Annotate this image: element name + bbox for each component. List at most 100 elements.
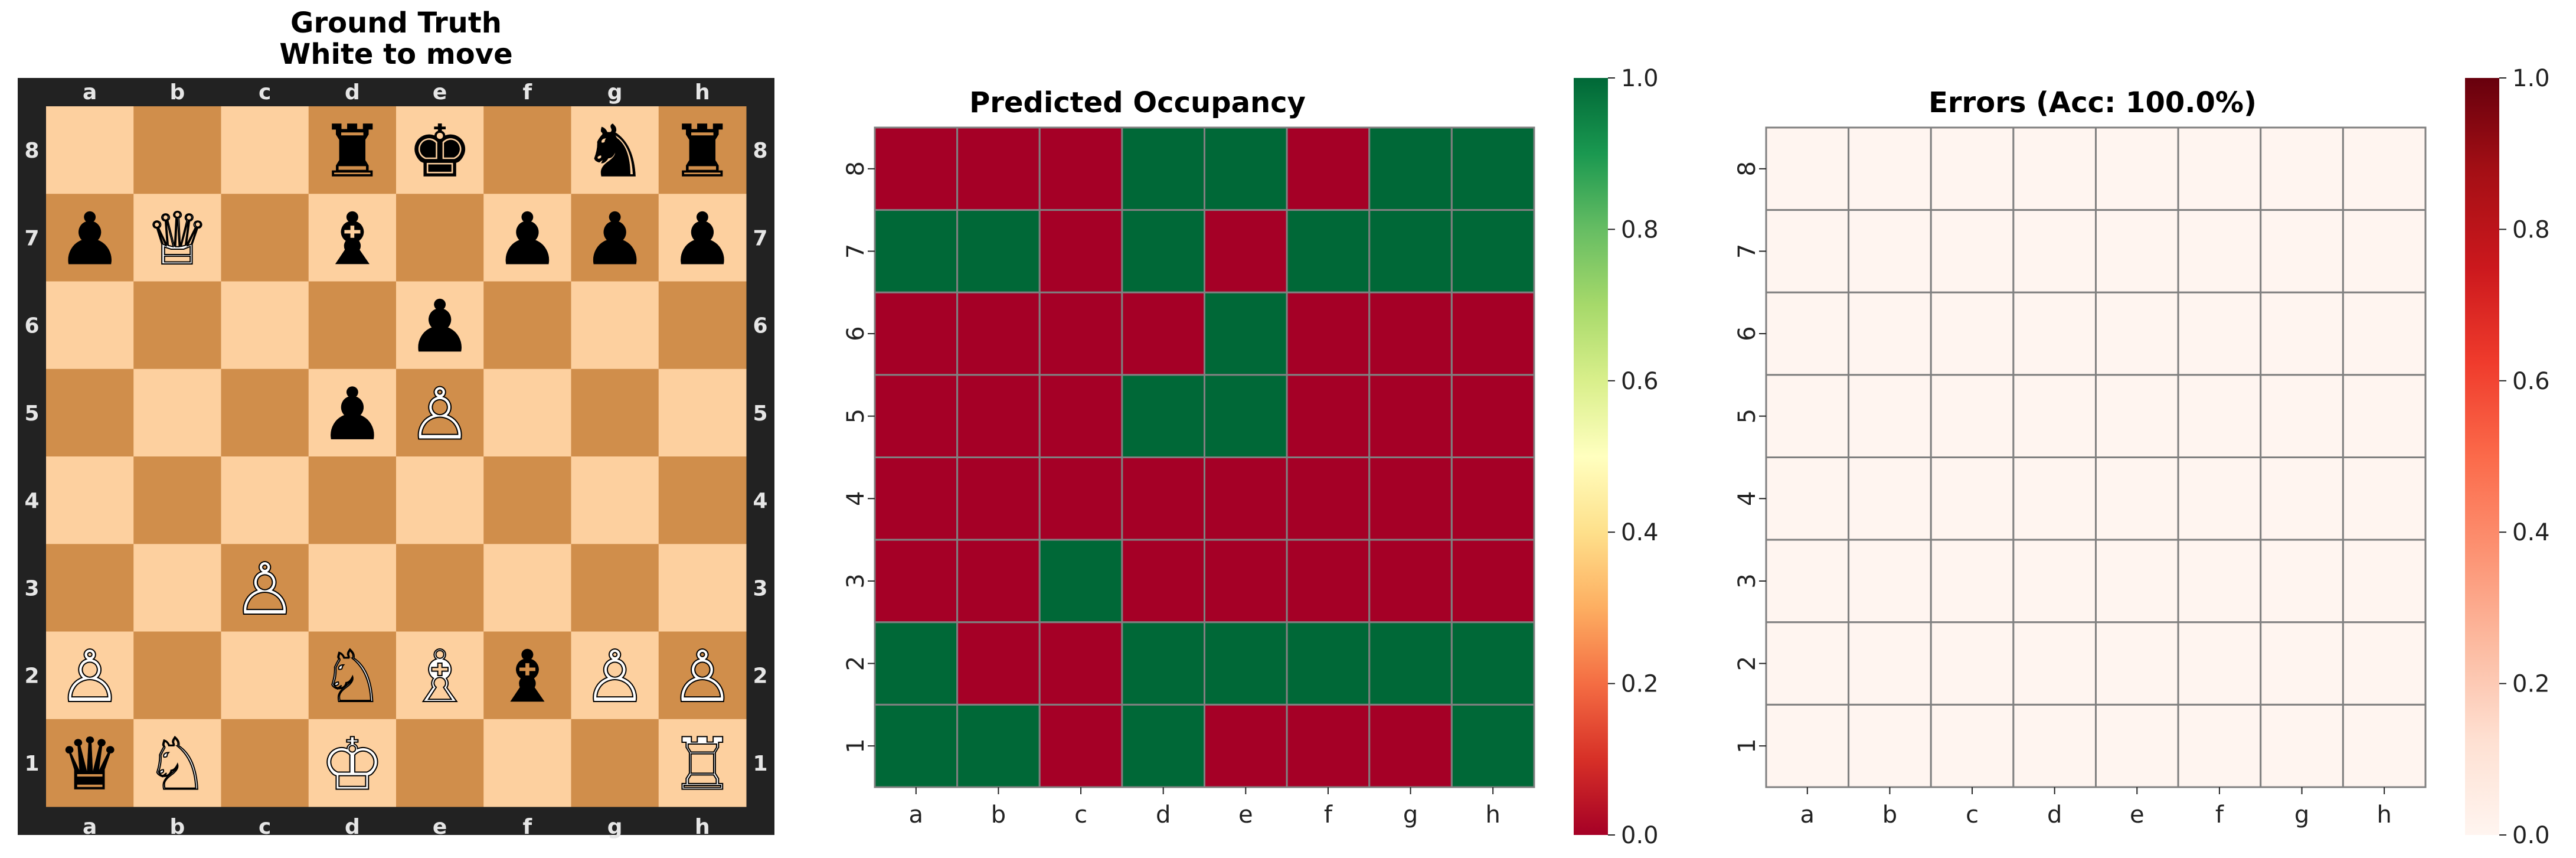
board-square-c6 [221,281,309,370]
board-square-h4 [658,456,747,544]
errors-cell-e2 [2095,621,2179,706]
black-rook-d8: ♜ [320,110,384,194]
errors-cell-c3 [1930,539,2015,624]
board-square-c8 [221,106,309,194]
board-square-b5 [133,368,221,457]
predicted-occupancy-ticks: a b c d e f g h 8 7 6 5 4 3 2 1 [842,161,1501,828]
predicted-ytick-4: 4 [842,491,869,506]
board-rank-label-left-7: 7 [24,226,39,250]
errors-colorbar-tick-5: 1.0 [2512,65,2550,92]
black-bishop-f2: ♝ [495,635,560,719]
errors-ytick-4: 4 [1734,491,1761,506]
board-square-e3 [396,544,484,632]
predicted-cell-e3 [1204,539,1288,624]
board-square-b7 [133,194,221,282]
errors-cell-b4 [1848,456,1932,541]
predicted-cell-b4 [956,456,1041,541]
board-square-g6 [571,281,659,370]
errors-cell-g1 [2260,703,2344,788]
predicted-cell-h4 [1450,456,1535,541]
board-rank-label-right-3: 3 [753,576,767,601]
predicted-cell-h8 [1450,126,1535,211]
errors-cell-c4 [1930,456,2015,541]
board-square-f3 [483,544,571,632]
errors-ytick-3: 3 [1734,573,1761,588]
board-rank-label-left-1: 1 [24,752,39,776]
predicted-cell-g5 [1368,374,1453,458]
board-square-a7 [46,194,134,282]
errors-xtick-h: h [2377,801,2392,828]
predicted-cell-g2 [1368,621,1453,706]
errors-cell-b6 [1848,291,1932,376]
errors-cell-d8 [2012,126,2097,211]
board-square-e2 [396,631,484,720]
board-file-label-top-e: e [433,80,447,105]
errors-cell-a3 [1765,539,1850,624]
board-rank-label-right-6: 6 [753,314,767,338]
predicted-colorbar-tick-3: 0.6 [1621,368,1659,395]
board-square-g5 [571,368,659,457]
errors-title: Errors (Acc: 100.0%) [1928,86,2257,119]
board-square-a5 [46,368,134,457]
board-file-label-top-a: a [83,80,97,105]
errors-cell-d3 [2012,539,2097,624]
black-pawn-g7: ♟ [583,197,647,281]
predicted-occupancy-cells [874,126,1535,788]
board-square-a3 [46,544,134,632]
predicted-xtick-e: e [1238,801,1253,828]
black-pawn-h7: ♟ [670,197,734,281]
board-square-h8 [658,106,747,194]
board-square-c3 [221,544,309,632]
board-rank-label-right-1: 1 [753,752,767,776]
board-file-label-bottom-f: f [523,815,532,839]
board-square-d2 [308,631,397,720]
errors-cell-a7 [1765,209,1850,293]
board-square-g3 [571,544,659,632]
predicted-cell-f3 [1286,539,1371,624]
board-rank-label-left-3: 3 [24,576,39,601]
errors-cell-a6 [1765,291,1850,376]
errors-cell-b7 [1848,209,1932,293]
predicted-xtick-d: d [1156,801,1171,828]
predicted-cell-f8 [1286,126,1371,211]
predicted-cell-e7 [1204,209,1288,293]
errors-cell-e5 [2095,374,2179,458]
board-file-label-bottom-a: a [83,815,97,839]
predicted-colorbar-tick-2: 0.4 [1621,519,1659,546]
predicted-colorbar-tick-4: 0.8 [1621,216,1659,243]
errors-cell-h6 [2342,291,2427,376]
errors-cell-f7 [2177,209,2262,293]
errors-cell-f6 [2177,291,2262,376]
board-file-label-bottom-d: d [345,815,360,839]
predicted-cell-d5 [1121,374,1205,458]
board-square-h2 [658,631,747,720]
board-square-f5 [483,368,571,457]
errors-xtick-e: e [2130,801,2145,828]
predicted-cell-b2 [956,621,1041,706]
board-square-d4 [308,456,397,544]
board-square-a6 [46,281,134,370]
errors-cell-f4 [2177,456,2262,541]
errors-cell-d5 [2012,374,2097,458]
predicted-cell-d2 [1121,621,1205,706]
errors-cell-g4 [2260,456,2344,541]
errors-cells [1765,126,2427,788]
errors-cell-f2 [2177,621,2262,706]
board-square-f1 [483,719,571,807]
predicted-colorbar-tick-5: 1.0 [1621,65,1659,92]
predicted-cell-e2 [1204,621,1288,706]
white-king-d1: ♔ [320,722,384,806]
errors-cell-c6 [1930,291,2015,376]
errors-xtick-b: b [1882,801,1897,828]
white-pawn-g2: ♙ [583,635,647,719]
predicted-xtick-b: b [991,801,1006,828]
board-square-b1 [133,719,221,807]
errors-cell-h4 [2342,456,2427,541]
predicted-cell-d3 [1121,539,1205,624]
errors-cell-g6 [2260,291,2344,376]
errors-cell-g7 [2260,209,2344,293]
board-square-f7 [483,194,571,282]
board-rank-label-left-5: 5 [24,402,39,426]
board-square-b2 [133,631,221,720]
